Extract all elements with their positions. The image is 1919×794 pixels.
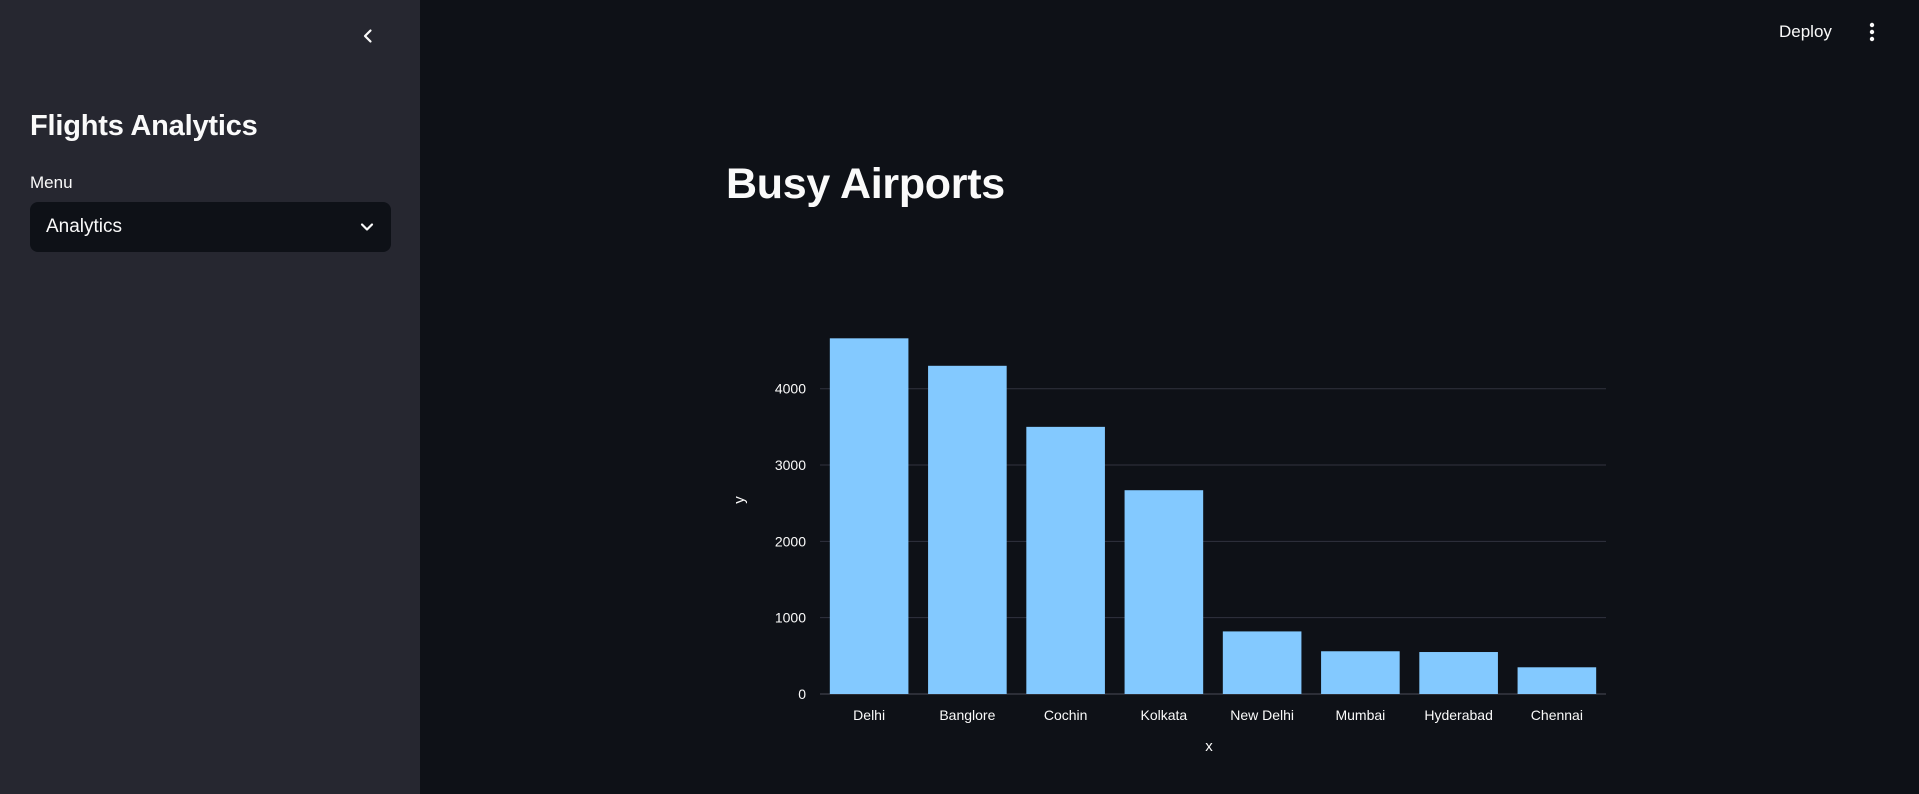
bar-mumbai[interactable] [1321,651,1400,694]
bar-delhi[interactable] [829,338,909,694]
y-tick-label: 4000 [775,381,806,397]
chart-y-ticks: 0 1000 2000 3000 4000 [775,381,806,702]
x-axis-title: x [1205,738,1213,755]
x-tick-label: Cochin [1044,707,1088,723]
x-tick-label: Banglore [939,707,995,723]
menu-select-value: Analytics [46,216,123,237]
x-tick-label: Kolkata [1141,707,1188,723]
bar-new-delhi[interactable] [1222,631,1302,694]
y-tick-label: 0 [798,686,806,702]
bar-chart: 0 1000 2000 3000 4000 Delhi Banglore Cochin Kol… [731,338,1606,755]
y-tick-label: 1000 [775,610,806,626]
bar-banglore[interactable] [928,365,1007,694]
main-menu-button[interactable] [1858,16,1886,48]
chart-bars [829,338,1597,694]
x-tick-label: Hyderabad [1424,707,1493,723]
bar-hyderabad[interactable] [1419,652,1498,694]
chart-x-ticks: Delhi Banglore Cochin Kolkata New Delhi Mumba… [853,707,1583,723]
bar-cochin[interactable] [1026,426,1105,694]
page-title: Busy Airports [726,160,1005,208]
x-tick-label: Delhi [853,707,885,723]
chevron-down-icon [359,219,375,235]
sidebar: Flights Analytics Menu Analytics [0,0,420,794]
collapse-sidebar-button[interactable] [352,20,384,52]
menu-label: Menu [30,173,73,192]
vertical-ellipsis-icon [1869,22,1875,42]
x-tick-label: Chennai [1531,707,1583,723]
y-tick-label: 3000 [775,457,806,473]
y-tick-label: 2000 [775,533,806,549]
y-axis-title: y [731,496,748,504]
bar-kolkata[interactable] [1124,490,1204,694]
bar-chennai[interactable] [1517,667,1597,694]
sidebar-title: Flights Analytics [30,110,258,142]
x-tick-label: New Delhi [1230,707,1294,723]
chevron-left-icon [363,29,372,43]
deploy-button[interactable]: Deploy [1779,22,1832,41]
x-tick-label: Mumbai [1335,707,1385,723]
menu-select[interactable]: Analytics [30,202,391,252]
